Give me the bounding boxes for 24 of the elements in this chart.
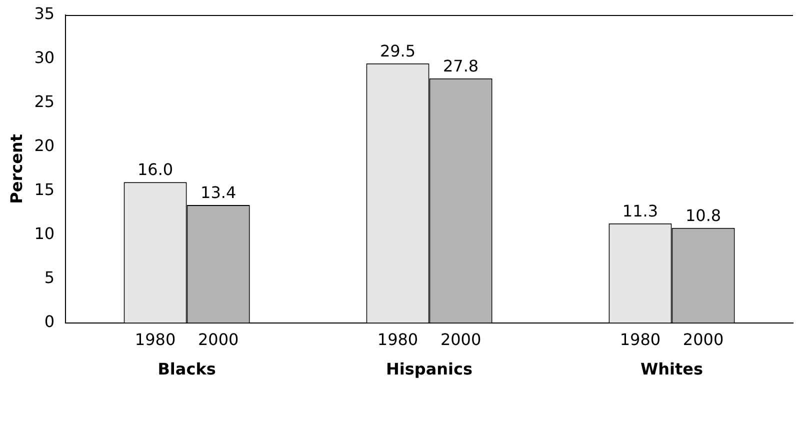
- data-label: 27.8: [442, 56, 479, 76]
- x-tick-label: Blacks: [158, 360, 216, 379]
- y-tick-label: 10: [34, 224, 55, 244]
- data-label: 29.5: [380, 42, 416, 61]
- y-tick-label: 0: [44, 312, 55, 331]
- y-axis-title: Percent: [6, 134, 26, 204]
- y-tick-label: 20: [34, 136, 55, 156]
- y-tick-label: 15: [34, 180, 55, 200]
- text: 1980: [620, 330, 661, 349]
- text: 2000: [682, 330, 724, 349]
- data-label: 10.8: [685, 206, 722, 225]
- y-tick-label: 35: [34, 4, 55, 24]
- y-tick-label: 30: [34, 48, 55, 68]
- data-label: 11.3: [622, 202, 658, 221]
- data-label: 16.0: [137, 160, 174, 180]
- y-tick-label: 5: [44, 268, 55, 287]
- data-label: 13.4: [200, 183, 236, 202]
- series-label: 1980: [134, 330, 176, 349]
- series-label: 2000: [198, 330, 239, 349]
- text: 1980: [377, 330, 418, 349]
- x-tick-label: Hispanics: [386, 360, 473, 379]
- x-tick-label: Whites: [640, 360, 704, 379]
- text: 2000: [440, 330, 482, 349]
- y-tick-label: 25: [34, 92, 55, 112]
